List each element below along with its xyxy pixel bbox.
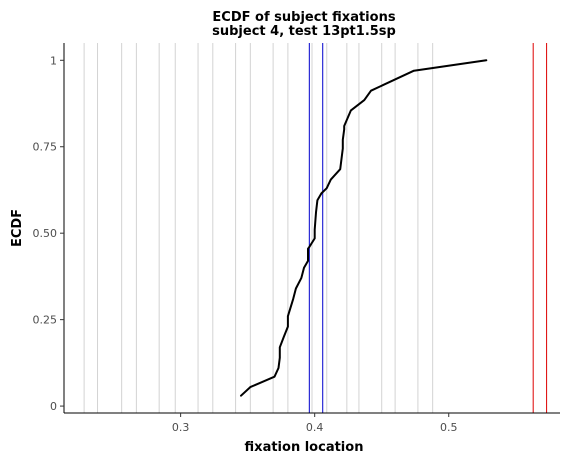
x-tick-label: 0.4 xyxy=(306,421,324,434)
y-tick-label: 0.25 xyxy=(33,314,58,327)
chart-subtitle: subject 4, test 13pt1.5sp xyxy=(212,24,396,39)
y-axis-title: ECDF xyxy=(10,209,25,247)
x-tick-label: 0.5 xyxy=(440,421,458,434)
y-tick-label: 0.50 xyxy=(33,227,58,240)
y-tick-label: 1 xyxy=(50,54,57,67)
x-tick-label: 0.3 xyxy=(172,421,190,434)
x-axis-ticks: 0.3 0.4 0.5 xyxy=(172,413,458,434)
y-axis-ticks: 0 0.25 0.50 0.75 1 xyxy=(33,54,65,413)
y-tick-label: 0.75 xyxy=(33,141,58,154)
y-tick-label: 0 xyxy=(50,400,57,413)
chart-title: ECDF of subject fixations xyxy=(212,10,395,25)
ecdf-line xyxy=(241,60,486,395)
x-axis-title: fixation location xyxy=(245,440,364,455)
